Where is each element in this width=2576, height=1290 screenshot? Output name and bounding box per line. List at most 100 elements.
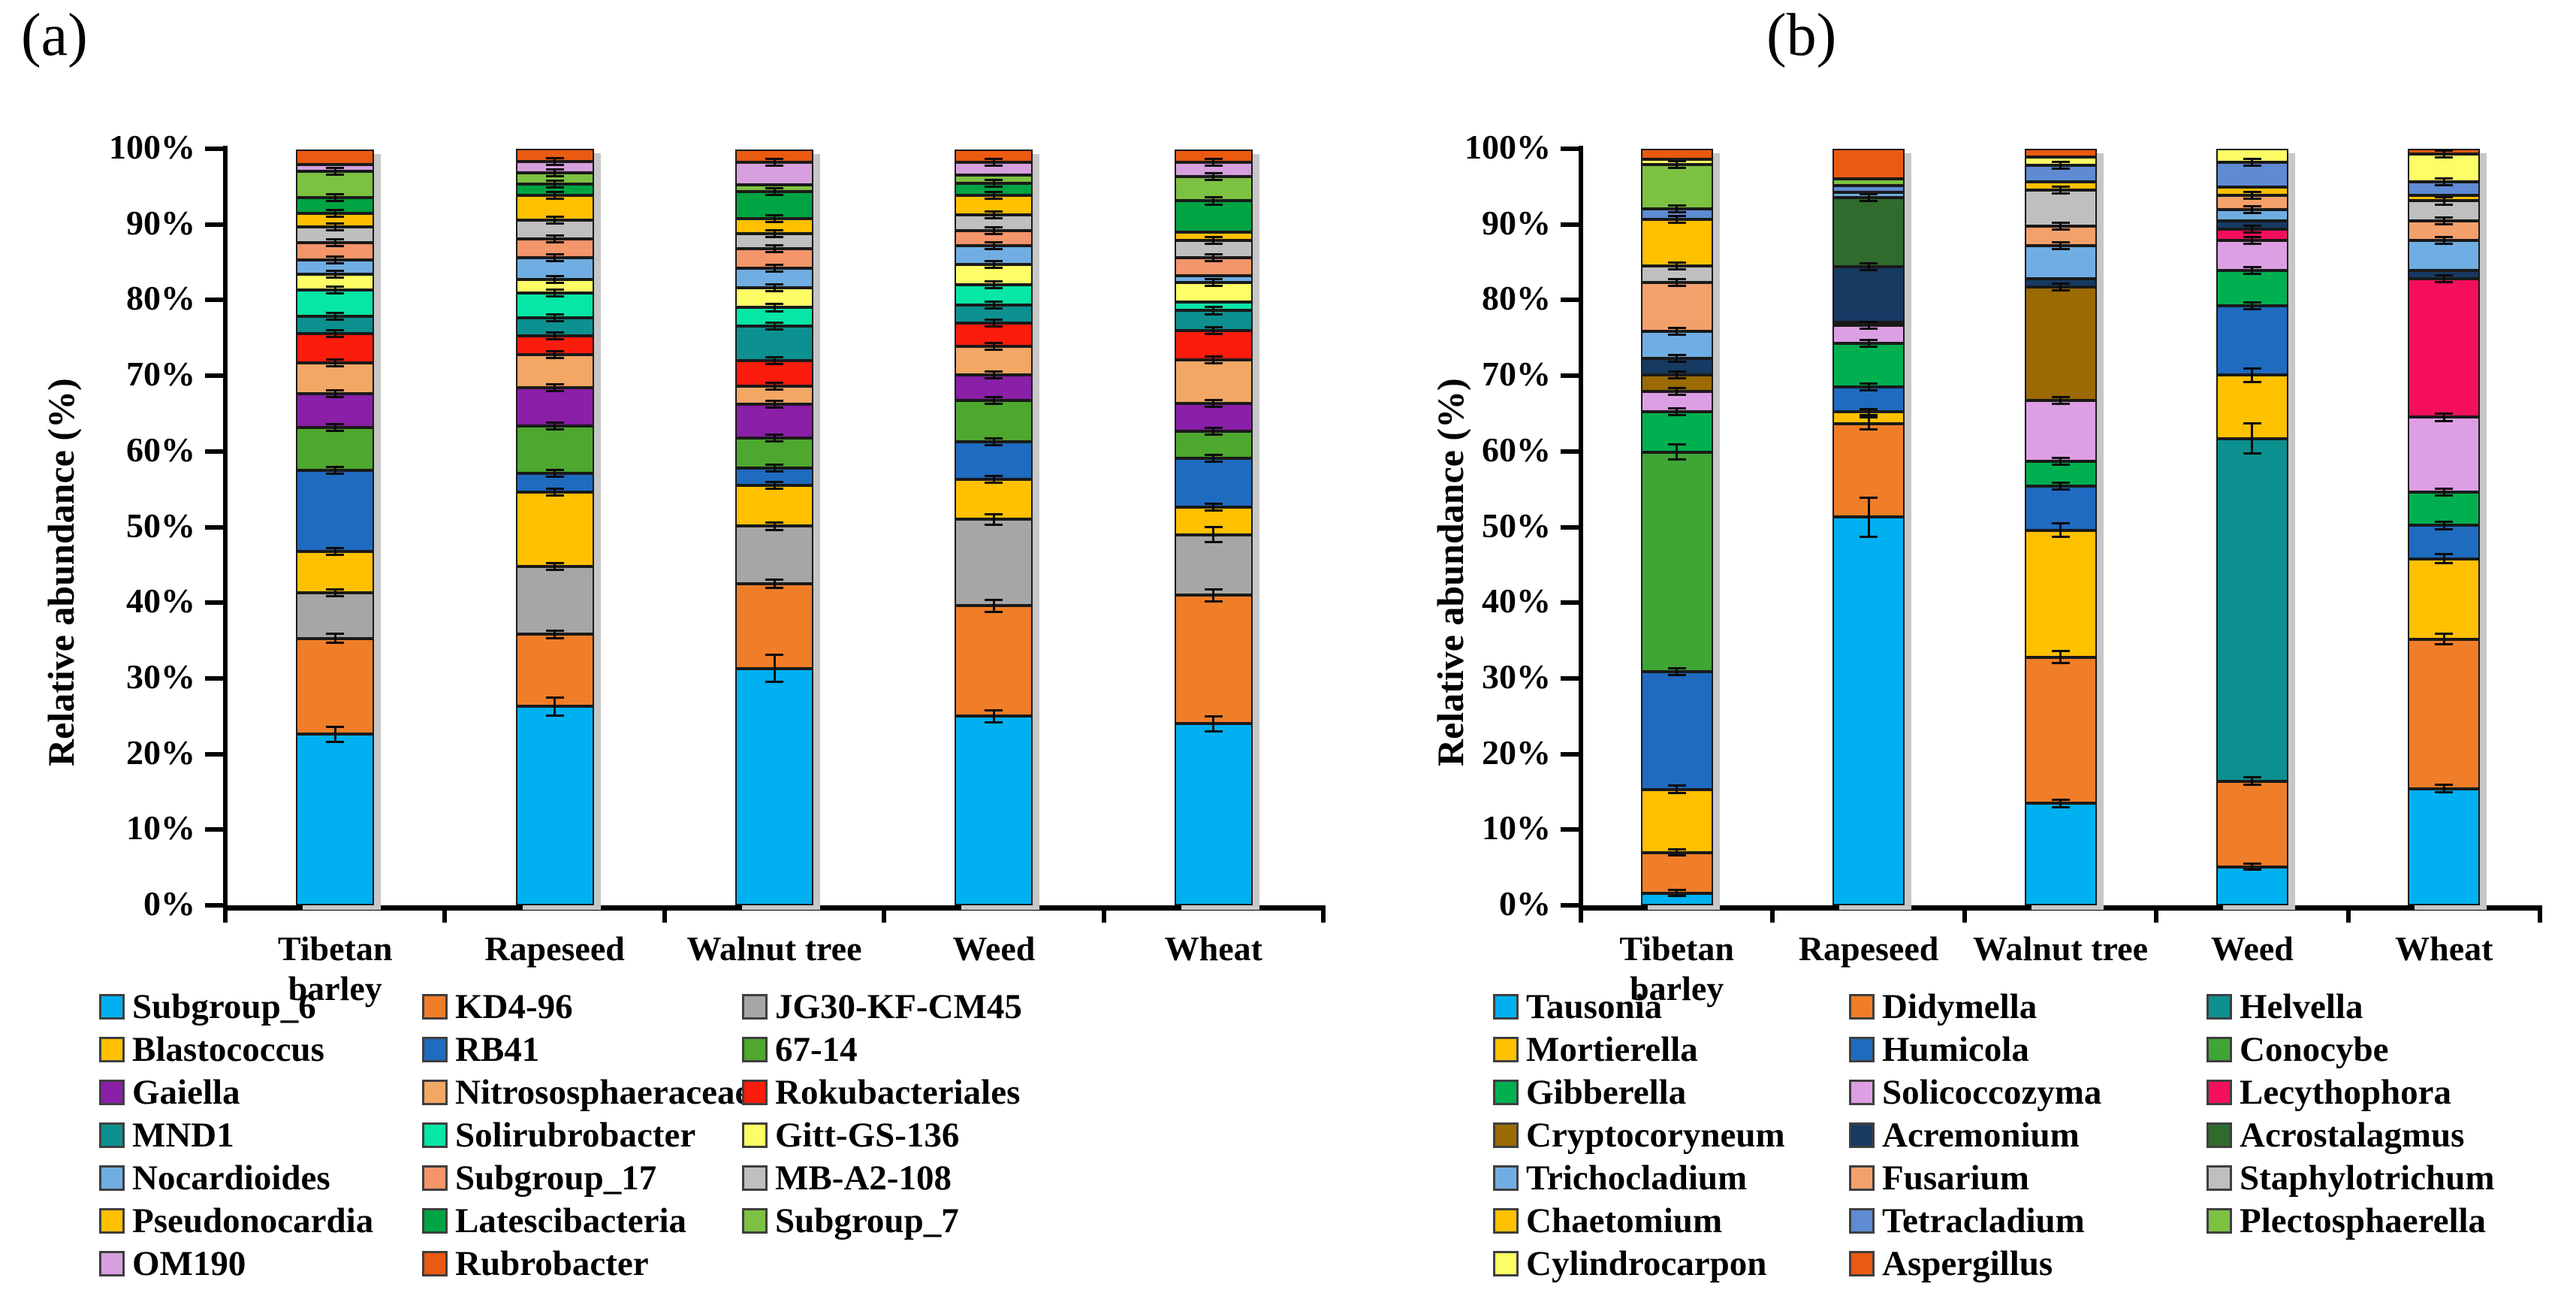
error-bar (1676, 785, 1679, 793)
y-tick (1561, 147, 1581, 151)
error-bar (554, 216, 557, 224)
error-bar-cap (985, 247, 1003, 250)
error-bar-cap (326, 328, 345, 331)
error-bar (2251, 225, 2254, 233)
y-axis (1579, 146, 1583, 910)
error-bar (1676, 890, 1679, 896)
legend-swatch-Cryptocoryneum (1493, 1122, 1519, 1148)
bar-segment-Subgroup_6 (516, 706, 594, 905)
legend-item-Tausonia: Tausonia (1493, 989, 1662, 1025)
legend-swatch-Aspergillus (1849, 1251, 1875, 1276)
y-tick (205, 675, 225, 681)
error-bar-cap (985, 240, 1003, 243)
legend-item-RB41: RB41 (422, 1032, 539, 1068)
error-bar (992, 281, 995, 289)
error-bar-cap (765, 243, 783, 246)
error-bar (2251, 302, 2254, 310)
error-bar-cap (985, 198, 1003, 201)
error-bar (2059, 397, 2062, 404)
error-bar (2442, 488, 2445, 496)
legend-swatch-Lecythophora (2206, 1080, 2232, 1105)
error-bar-cap (765, 406, 783, 409)
bar-segment-JG30-KF-CM45 (516, 566, 594, 635)
legend-swatch-Trichocladium (1493, 1165, 1519, 1191)
legend-label: Staphylotrichum (2240, 1158, 2495, 1198)
error-bar-cap (765, 681, 783, 684)
bar-segment-KD4-96 (296, 638, 374, 735)
y-tick-label: 70% (1482, 355, 1551, 394)
error-bar (1867, 194, 1870, 201)
legend-swatch-Solicoccozyma (1849, 1080, 1875, 1105)
error-bar-cap (545, 488, 564, 491)
error-bar-cap (765, 228, 783, 231)
error-bar (1676, 205, 1679, 213)
bar-segment-Mortierella (2408, 558, 2480, 639)
legend-item-Pseudonocardia: Pseudonocardia (99, 1203, 373, 1239)
bar-segment-67-14 (955, 400, 1033, 442)
error-bar-cap (1860, 320, 1878, 323)
error-bar-cap (326, 365, 345, 367)
legend-item-Solirubrobacter: Solirubrobacter (422, 1117, 695, 1153)
bar-segment-67-14 (735, 437, 813, 468)
error-bar-cap (765, 362, 783, 365)
y-tick (205, 222, 225, 227)
error-bar-cap (326, 725, 345, 728)
error-bar-cap (1667, 792, 1686, 795)
error-bar-cap (985, 523, 1003, 526)
error-bar (1212, 716, 1215, 732)
error-bar-cap (985, 287, 1003, 290)
error-bar-cap (1860, 193, 1878, 196)
error-bar-cap (2243, 367, 2261, 370)
error-bar (773, 322, 776, 330)
error-bar-cap (985, 307, 1003, 310)
error-bar (2251, 863, 2254, 870)
error-bar (333, 390, 336, 397)
error-bar (2442, 197, 2445, 204)
bar-segment-Gibberella (1832, 343, 1905, 388)
error-bar-cap (765, 328, 783, 331)
y-tick-label: 80% (1482, 279, 1551, 318)
error-bar (992, 710, 995, 723)
error-bar-cap (985, 280, 1003, 283)
error-bar-cap (2435, 553, 2454, 556)
error-bar (1212, 356, 1215, 364)
error-bar-cap (1204, 325, 1223, 328)
error-bar-cap (2243, 198, 2261, 201)
y-tick-label: 90% (1482, 203, 1551, 242)
error-bar (992, 600, 995, 612)
error-bar-cap (985, 232, 1003, 235)
error-bar (992, 159, 995, 166)
error-bar-cap (545, 289, 564, 292)
bar-segment-Tausonia (2408, 788, 2480, 905)
y-tick (205, 751, 225, 757)
legend-item-Cylindrocarpon: Cylindrocarpon (1493, 1246, 1766, 1282)
error-bar-cap (2243, 231, 2261, 234)
error-bar (1867, 340, 1870, 347)
error-bar (773, 382, 776, 390)
error-bar (992, 343, 995, 350)
error-bar (773, 284, 776, 292)
legend-swatch-Helvella (2206, 994, 2232, 1020)
error-bar (1676, 355, 1679, 362)
error-bar-cap (765, 388, 783, 391)
error-bar-cap (2051, 650, 2070, 653)
bar-segment-Tausonia (1832, 517, 1905, 905)
legend-item-Nitrososphaeraceae: Nitrososphaeraceae (422, 1074, 750, 1110)
error-bar-cap (2051, 536, 2070, 539)
legend-swatch-Pseudonocardia (99, 1208, 125, 1234)
error-bar-cap (545, 252, 564, 255)
error-bar-cap (1667, 285, 1686, 288)
error-bar-cap (1667, 889, 1686, 892)
bar-segment-Staphylotrichum (2025, 190, 2097, 226)
x-category-label: Tibetan barley (277, 929, 393, 1008)
error-bar-cap (1204, 361, 1223, 364)
error-bar-cap (2051, 488, 2070, 491)
y-tick (205, 449, 225, 454)
legend-swatch-Humicola (1849, 1037, 1875, 1062)
y-tick (1561, 600, 1581, 606)
legend-item-KD4-96: KD4-96 (422, 989, 573, 1025)
legend-swatch-Mortierella (1493, 1037, 1519, 1062)
y-tick (205, 903, 225, 908)
error-bar (773, 245, 776, 252)
error-bar (2251, 237, 2254, 244)
